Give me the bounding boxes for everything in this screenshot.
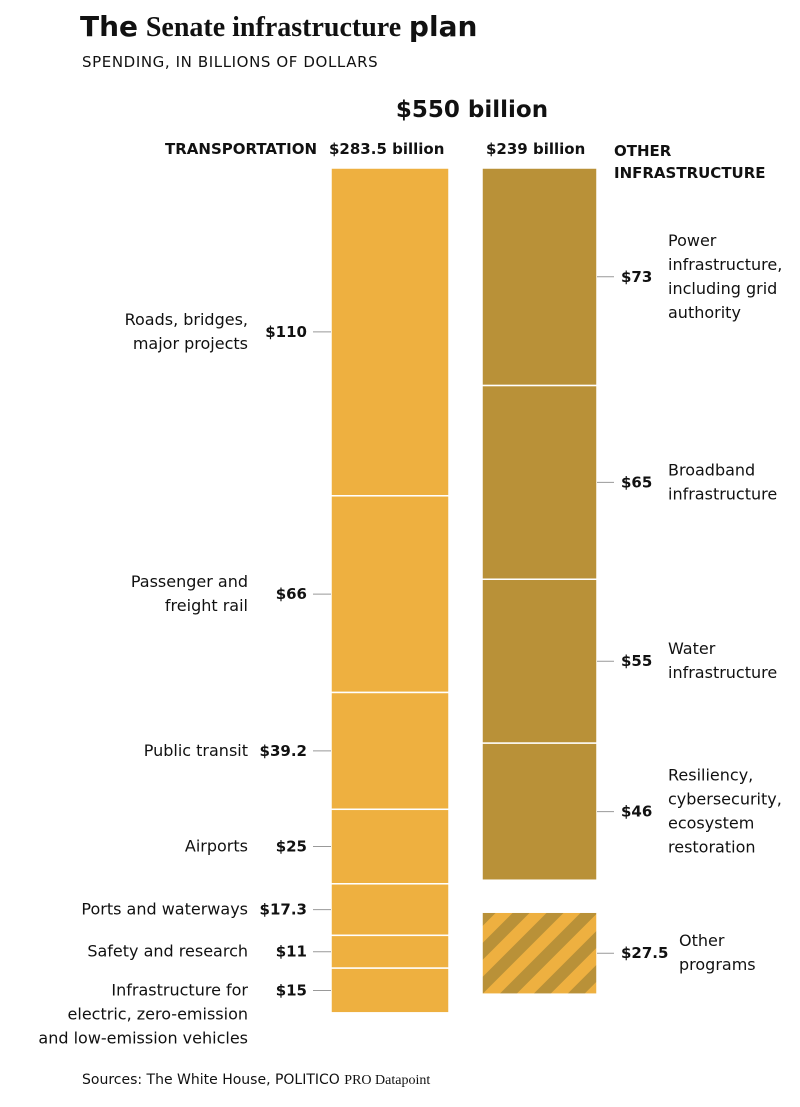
source-prefix: Sources: The White House, POLITICO — [82, 1072, 345, 1088]
transportation-total-label: $283.5 billion — [329, 140, 445, 158]
transportation-header: TRANSPORTATION — [165, 140, 317, 158]
transportation-category-label-4-0: Ports and waterways — [81, 900, 248, 919]
transportation-category-label-6-2: and low-emission vehicles — [38, 1028, 248, 1047]
other-category-label-2-0: Water — [668, 639, 716, 658]
transportation-category-label-0-1: major projects — [133, 334, 248, 353]
transportation-bar-segment-0 — [330, 167, 450, 497]
other-category-label-4-1: programs — [679, 955, 756, 974]
other-total-label: $239 billion — [486, 140, 586, 158]
transportation-category-label-1-0: Passenger and — [131, 572, 248, 591]
transportation-category-label-6-0: Infrastructure for — [111, 980, 248, 999]
transportation-category-label-2-0: Public transit — [144, 741, 248, 760]
transportation-bar-segment-3 — [330, 808, 450, 885]
other-value-label-3: $46 — [621, 803, 652, 821]
title-part-middle: Senate infrastructure — [145, 12, 402, 43]
other-category-label-0-2: including grid — [668, 279, 777, 298]
transportation-category-label-1-1: freight rail — [165, 596, 248, 615]
other-category-label-1-1: infrastructure — [668, 484, 777, 503]
other-bar-segment-4 — [481, 911, 598, 995]
transportation-bar-segment-5 — [330, 934, 450, 969]
other-value-label-1: $65 — [621, 473, 652, 491]
source-suffix: PRO Datapoint — [344, 1073, 431, 1088]
other-category-label-2-1: infrastructure — [668, 663, 777, 682]
transportation-value-label-5: $11 — [276, 943, 307, 961]
transportation-value-label-0: $110 — [265, 323, 307, 341]
other-category-label-0-0: Power — [668, 231, 717, 250]
other-header-line-1: OTHER — [614, 142, 672, 160]
other-category-label-3-3: restoration — [668, 838, 756, 857]
other-bar-segment-0 — [481, 167, 598, 387]
transportation-category-label-3-0: Airports — [185, 837, 248, 856]
other-header: OTHER INFRASTRUCTURE — [614, 140, 766, 184]
other-header-line-2: INFRASTRUCTURE — [614, 164, 766, 182]
transportation-bar-segment-2 — [330, 691, 450, 811]
other-value-label-2: $55 — [621, 652, 652, 670]
transportation-bar-segment-1 — [330, 495, 450, 694]
other-bar-segment-2 — [481, 578, 598, 744]
transportation-category-label-5-0: Safety and research — [87, 942, 248, 961]
other-category-label-4-0: Other — [679, 931, 725, 950]
other-category-label-0-3: authority — [668, 303, 741, 322]
transportation-value-label-3: $25 — [276, 838, 307, 856]
other-bar-segment-3 — [481, 742, 598, 881]
transportation-value-label-1: $66 — [276, 585, 307, 603]
transportation-value-label-4: $17.3 — [260, 901, 307, 919]
transportation-category-label-0-0: Roads, bridges, — [125, 310, 248, 329]
source-note: Sources: The White House, POLITICO PRO D… — [82, 1072, 430, 1089]
transportation-category-label-6-1: electric, zero-emission — [68, 1004, 248, 1023]
transportation-bar-segment-6 — [330, 967, 450, 1014]
transportation-value-label-6: $15 — [276, 981, 307, 999]
other-category-label-3-1: cybersecurity, — [668, 790, 782, 809]
other-value-label-0: $73 — [621, 268, 652, 286]
other-bar-segment-1 — [481, 384, 598, 580]
other-category-label-0-1: infrastructure, — [668, 255, 782, 274]
title-part-plan: plan — [408, 10, 478, 43]
transportation-bar-segment-4 — [330, 883, 450, 937]
chart-subtitle: SPENDING, IN BILLIONS OF DOLLARS — [82, 53, 379, 71]
chart-title: The Senate infrastructure plan — [80, 10, 477, 45]
other-category-label-3-2: ecosystem — [668, 814, 754, 833]
other-category-label-3-0: Resiliency, — [668, 766, 753, 785]
other-value-label-4: $27.5 — [621, 944, 668, 962]
grand-total-label: $550 billion — [395, 97, 549, 123]
other-category-label-1-0: Broadband — [668, 460, 755, 479]
title-part-the: The — [80, 10, 139, 43]
transportation-value-label-2: $39.2 — [260, 742, 307, 760]
